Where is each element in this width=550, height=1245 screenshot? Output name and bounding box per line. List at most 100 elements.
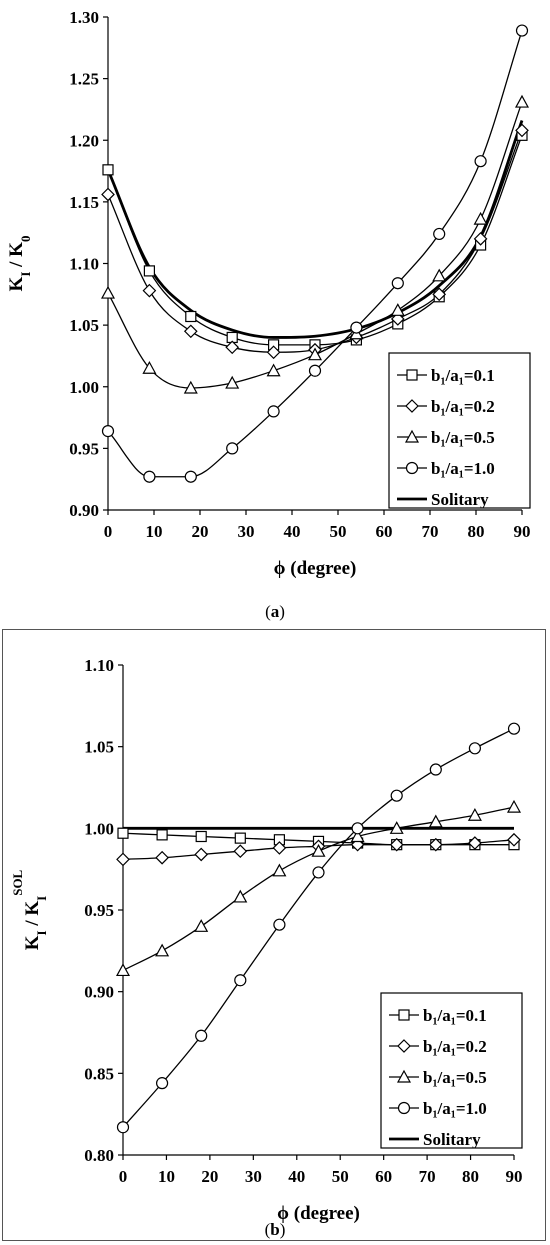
chart-b-caption: (b) (265, 1220, 286, 1239)
chart-a-legend-marker (405, 399, 419, 413)
chart-a-data-point (225, 375, 240, 389)
chart-b-data-point (389, 821, 404, 834)
chart-b-x-tick-label: 70 (419, 1167, 436, 1186)
chart-a-data-point (185, 310, 197, 323)
chart-a-y-axis-label: KI / K0 (6, 236, 33, 292)
chart-b-x-tick-label: 40 (288, 1167, 305, 1186)
chart-b-data-point (312, 866, 325, 879)
chart-b-data-point (389, 837, 404, 852)
chart-b-data-point (156, 829, 168, 841)
chart-a-x-axis-label: ϕ (degree) (274, 558, 357, 579)
chart-b-data-point (234, 832, 246, 844)
chart-b-x-tick-label: 10 (158, 1167, 175, 1186)
chart-b-data-point (351, 822, 364, 835)
chart-b-markers-2 (115, 799, 522, 977)
chart-b-data-point (272, 841, 287, 855)
chart-b-data-point (155, 943, 170, 957)
chart-b-data-point (194, 847, 209, 862)
chart-b-svg: 0.80 0.85 0.90 0.95 1.00 1.05 1.10 0 10 20 30 40 50 6… (10, 656, 523, 1239)
chart-b-y-tick-label: 0.80 (84, 1146, 114, 1165)
chart-a-series-3 (107, 30, 523, 478)
chart-b-data-point (311, 843, 326, 857)
chart-a-data-point (390, 303, 405, 316)
chart-a-data-point (184, 470, 197, 483)
chart-b-data-point (428, 814, 443, 828)
chart-a-data-point (266, 363, 281, 377)
chart-b-x-tick-label: 60 (375, 1167, 392, 1186)
chart-b-markers-3 (116, 722, 521, 1134)
chart-a-y-tick-label: 1.05 (69, 316, 99, 335)
chart-b-data-point (507, 722, 521, 735)
chart-b-legend-marker (396, 1069, 412, 1083)
chart-b-legend-label: b₁/a₁=0.1 (423, 1006, 487, 1025)
chart-a-y-tick-label: 1.15 (69, 193, 99, 212)
chart-b-data-point (467, 808, 482, 821)
chart-a-legend-marker (405, 461, 419, 475)
chart-a-legend-label: Solitary (431, 490, 489, 509)
chart-a-legend-label: b₁/a₁=0.5 (431, 428, 495, 447)
chart-b-data-point (390, 789, 403, 802)
chart-a-x-tick-label: 30 (238, 522, 255, 541)
chart-a-x-tick-label: 50 (330, 522, 347, 541)
chart-a-data-point (101, 425, 115, 438)
chart-a-y-tick-label: 1.20 (69, 131, 99, 150)
chart-a-data-point (350, 321, 363, 334)
chart-b-x-tick-label: 30 (245, 1167, 262, 1186)
chart-b-legend-label: b₁/a₁=1.0 (423, 1099, 487, 1118)
chart-a-x-tick-label: 0 (104, 522, 113, 541)
chart-a-data-point (183, 380, 198, 394)
panel-b-border (2, 629, 546, 1241)
chart-a-svg: 0.90 0.95 1.00 1.05 1.10 1.15 1.20 1.25 1.30 0 10 2… (6, 8, 531, 621)
chart-b-data-point (233, 889, 248, 903)
chart-a-data-point (474, 155, 487, 168)
chart-b-legend-marker (397, 1101, 411, 1115)
figure-panel-a: 0.90 0.95 1.00 1.05 1.10 1.15 1.20 1.25 1.30 0 10 2… (6, 8, 531, 621)
chart-a-data-point (390, 312, 405, 326)
chart-a-data-point (473, 211, 488, 225)
chart-a-data-point (515, 24, 529, 37)
chart-b-data-point (234, 974, 247, 987)
chart-a-y-tick-label: 0.90 (69, 501, 99, 520)
chart-a-legend-marker (404, 429, 420, 443)
chart-a-data-point (225, 340, 240, 355)
chart-a-data-point (515, 123, 529, 138)
chart-a-data-point (266, 345, 281, 360)
chart-b-data-point (233, 844, 248, 859)
chart-b-data-point (272, 863, 287, 877)
chart-a-y-tick-label: 0.95 (69, 439, 99, 458)
chart-a-series-line (107, 30, 523, 478)
chart-b-data-point (273, 918, 286, 931)
chart-a-x-tick-label: 10 (146, 522, 163, 541)
chart-a-x-tick-label: 80 (468, 522, 485, 541)
chart-a-data-point (391, 277, 404, 290)
chart-a-y-tick-label: 1.10 (69, 255, 99, 274)
chart-a-y-tick-label: 1.00 (69, 378, 99, 397)
chart-b-data-point (156, 1077, 169, 1090)
chart-a-data-point (142, 361, 157, 374)
chart-b-data-point (155, 850, 169, 865)
chart-a-data-point (307, 347, 323, 361)
chart-b-data-point (506, 799, 522, 813)
chart-b-data-point (115, 963, 131, 977)
chart-b-legend-marker (397, 1039, 411, 1053)
chart-b-data-point (117, 827, 129, 839)
chart-b-x-tick-label: 90 (506, 1167, 523, 1186)
chart-b-legend-label: b₁/a₁=0.5 (423, 1068, 487, 1087)
chart-b-y-tick-label: 0.85 (84, 1064, 114, 1083)
chart-b-y-tick-label: 1.00 (84, 819, 114, 838)
chart-b-x-tick-label: 50 (332, 1167, 349, 1186)
chart-a-data-point (102, 164, 114, 176)
chart-a-data-point (142, 283, 157, 298)
chart-b-data-point (428, 837, 443, 852)
chart-b-y-tick-label: 1.10 (84, 656, 114, 675)
chart-a-legend-label: b₁/a₁=0.2 (431, 397, 495, 416)
chart-b-y-tick-label: 1.05 (84, 738, 114, 757)
chart-a-y-tick-label: 1.25 (69, 70, 99, 89)
chart-b-data-point (195, 830, 207, 843)
chart-b-x-tick-label: 20 (201, 1167, 218, 1186)
chart-b-data-point (116, 1121, 130, 1134)
chart-a-data-point (143, 265, 155, 277)
chart-a-data-point (473, 232, 488, 246)
chart-a-x-tick-label: 90 (514, 522, 531, 541)
chart-b-legend-marker (398, 1009, 410, 1021)
